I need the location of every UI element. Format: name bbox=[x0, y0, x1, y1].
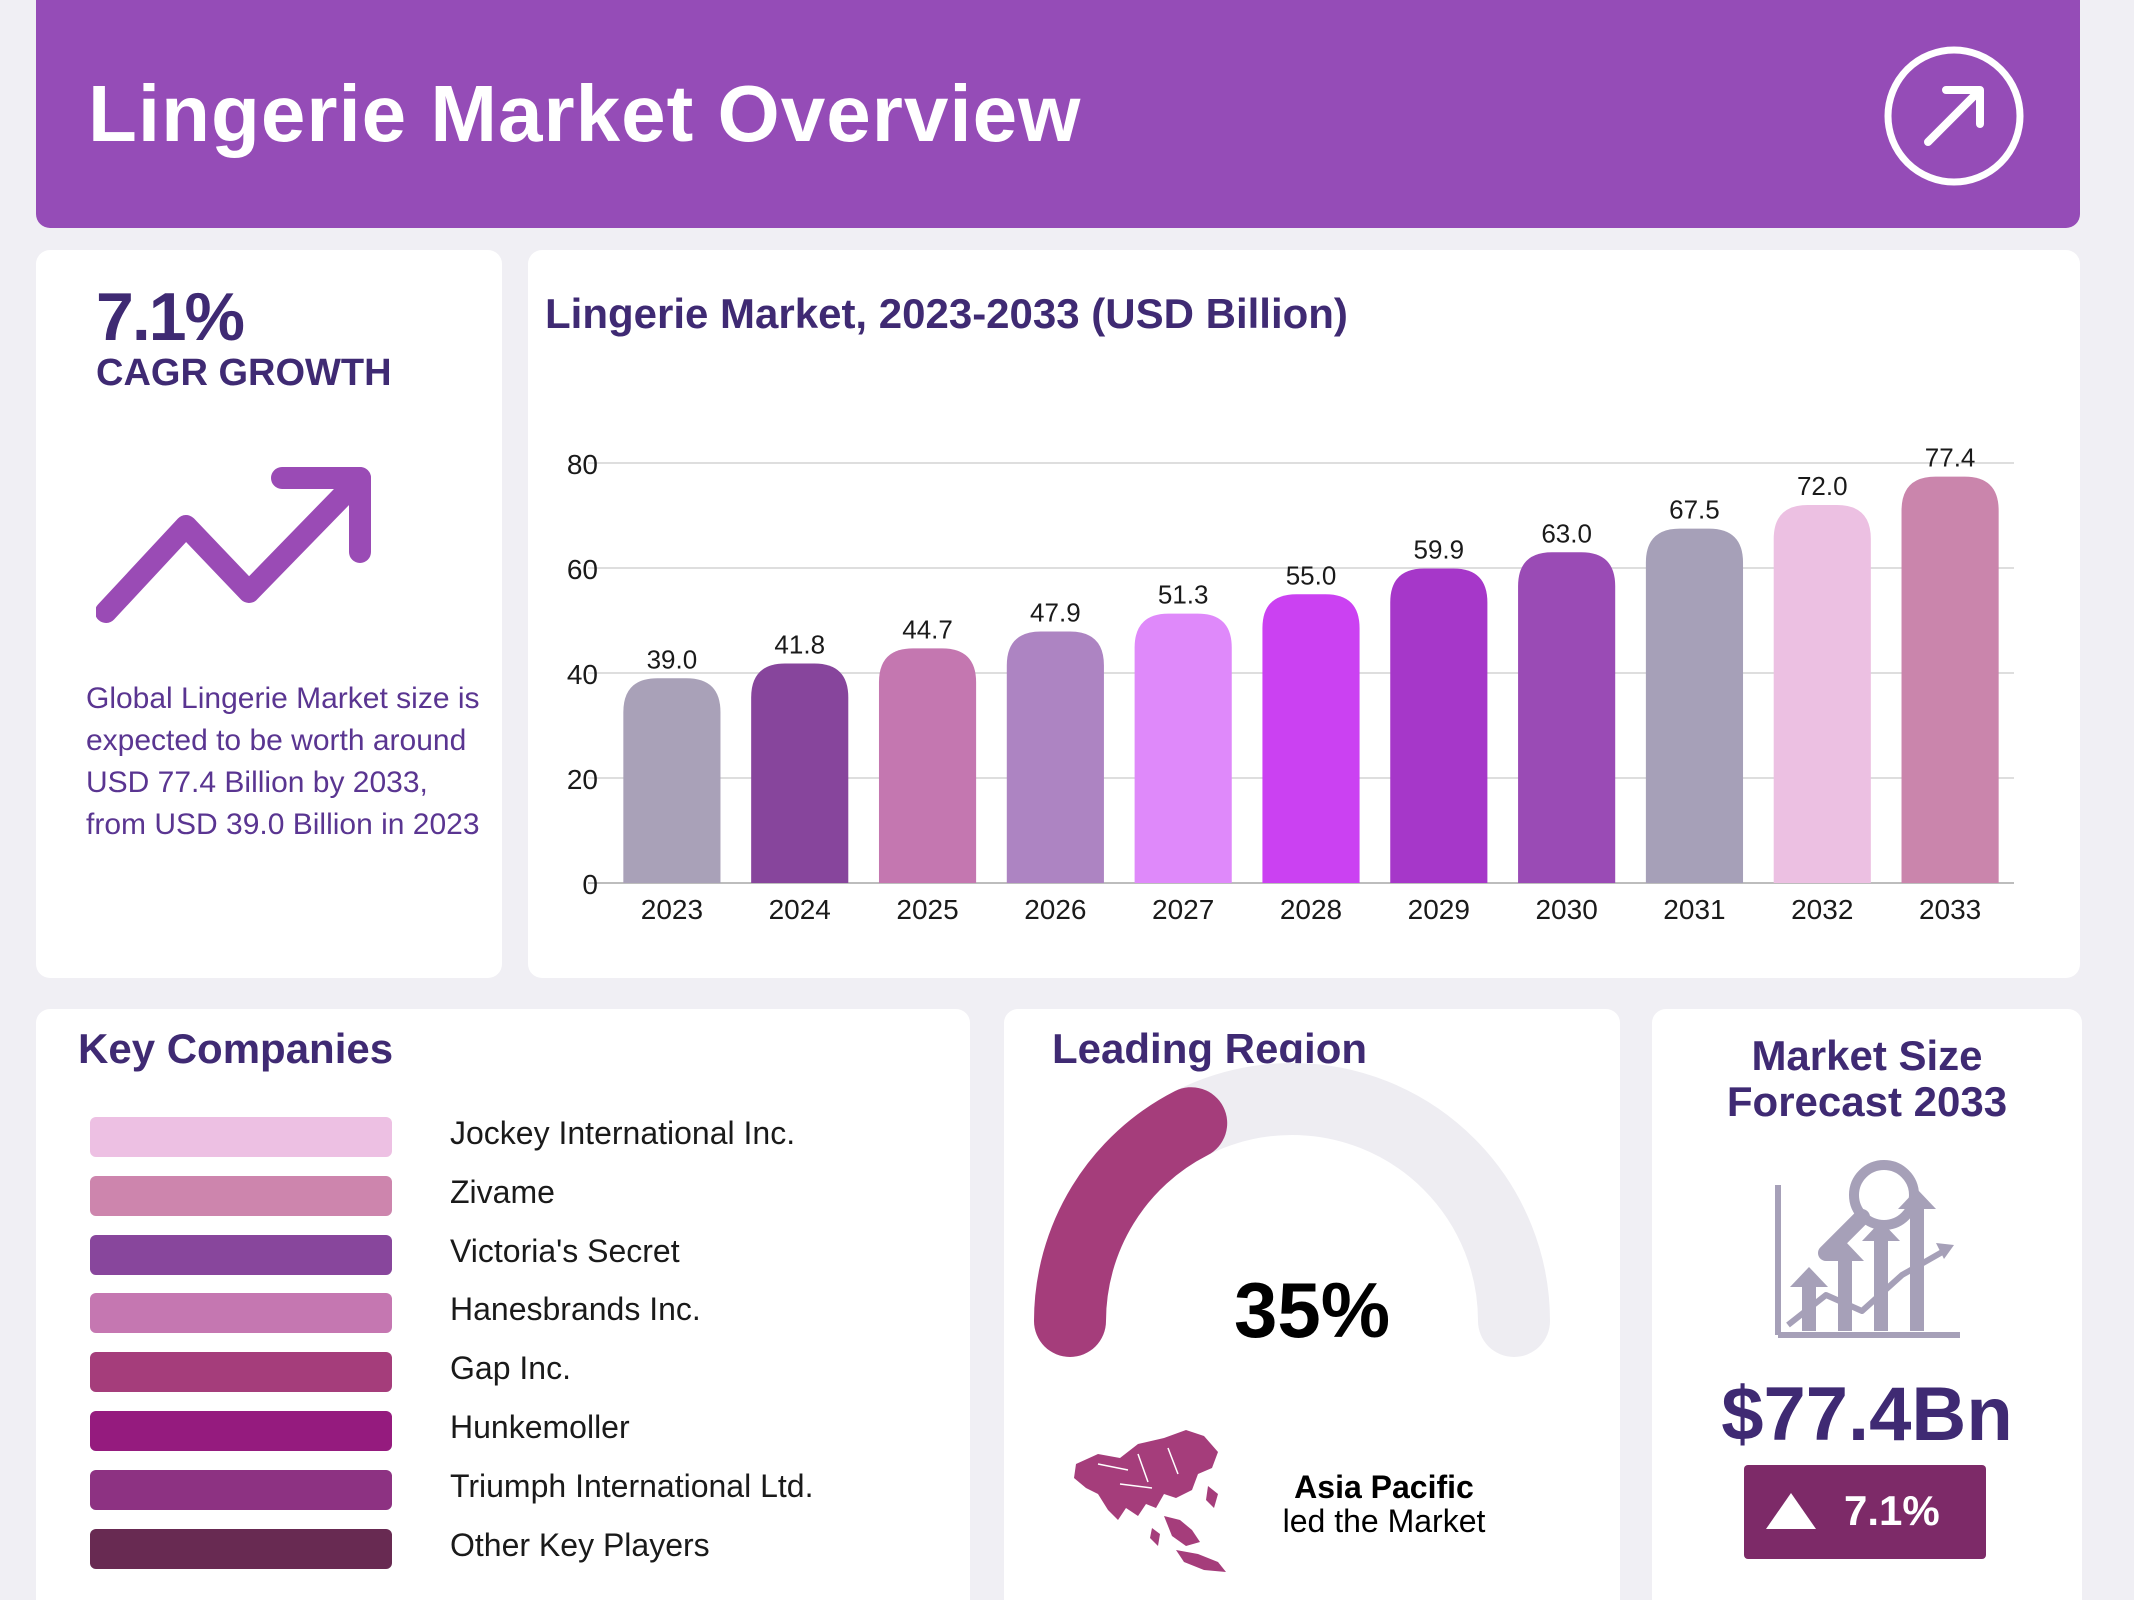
bar bbox=[1773, 505, 1871, 883]
bar-value-label: 72.0 bbox=[1797, 471, 1848, 501]
company-row: Gap Inc. bbox=[90, 1350, 890, 1393]
leading-region-card: Leading Region 35% Asia Pacific led the … bbox=[1004, 1009, 1620, 1600]
cagr-label: CAGR GROWTH bbox=[96, 352, 392, 394]
x-tick-label: 2033 bbox=[1919, 894, 1981, 925]
key-companies-title: Key Companies bbox=[78, 1025, 394, 1072]
company-name: Victoria's Secret bbox=[450, 1232, 680, 1269]
page-title: Lingerie Market Overview bbox=[88, 69, 1082, 158]
x-tick-label: 2027 bbox=[1152, 894, 1214, 925]
bar-value-label: 55.0 bbox=[1286, 560, 1337, 590]
company-name: Jockey International Inc. bbox=[450, 1115, 796, 1151]
bar bbox=[1645, 528, 1744, 883]
bar bbox=[1518, 552, 1616, 883]
bar bbox=[1901, 476, 1999, 883]
company-swatch bbox=[90, 1528, 392, 1569]
company-row: Hanesbrands Inc. bbox=[90, 1291, 890, 1334]
company-name: Hanesbrands Inc. bbox=[450, 1291, 701, 1328]
forecast-title-line1: Market Size bbox=[1751, 1032, 1983, 1079]
bar-value-label: 63.0 bbox=[1541, 518, 1592, 548]
company-row: Other Key Players bbox=[90, 1526, 890, 1569]
bar-value-label: 77.4 bbox=[1925, 443, 1976, 473]
y-tick-label: 0 bbox=[582, 869, 598, 900]
cagr-card: 7.1% CAGR GROWTH Global Lingerie Market … bbox=[36, 250, 502, 978]
company-swatch bbox=[90, 1175, 392, 1216]
x-tick-label: 2029 bbox=[1408, 894, 1470, 925]
asia-pacific-map-icon bbox=[1074, 1430, 1226, 1572]
region-gauge bbox=[1034, 1063, 1550, 1357]
trend-up-icon bbox=[96, 467, 371, 623]
y-tick-label: 80 bbox=[567, 449, 598, 480]
y-tick-label: 40 bbox=[567, 659, 598, 690]
company-row: Jockey International Inc. bbox=[90, 1115, 890, 1157]
company-swatch bbox=[90, 1293, 392, 1334]
x-tick-label: 2028 bbox=[1280, 894, 1342, 925]
x-tick-label: 2024 bbox=[769, 894, 831, 925]
chart-title: Lingerie Market, 2023-2033 (USD Billion) bbox=[545, 290, 1348, 337]
gauge-fill bbox=[1034, 1087, 1228, 1357]
bar bbox=[1134, 613, 1232, 883]
y-tick-label: 20 bbox=[567, 764, 598, 795]
cagr-value: 7.1% bbox=[96, 279, 245, 355]
bar bbox=[1390, 568, 1488, 883]
x-tick-label: 2025 bbox=[896, 894, 958, 925]
bar-value-label: 39.0 bbox=[647, 644, 698, 674]
bar bbox=[623, 678, 721, 883]
bar-value-label: 67.5 bbox=[1669, 495, 1720, 525]
bar-value-label: 44.7 bbox=[902, 614, 953, 644]
company-name: Triumph International Ltd. bbox=[450, 1467, 814, 1504]
bar-value-label: 51.3 bbox=[1158, 580, 1209, 610]
bar-value-label: 47.9 bbox=[1030, 598, 1081, 628]
bar bbox=[751, 663, 849, 883]
region-name: Asia Pacific bbox=[1294, 1469, 1474, 1505]
company-swatch bbox=[90, 1352, 392, 1393]
region-share-value: 35% bbox=[1233, 1266, 1391, 1354]
y-tick-label: 60 bbox=[567, 554, 598, 585]
company-swatch bbox=[90, 1469, 392, 1510]
x-tick-label: 2030 bbox=[1535, 894, 1597, 925]
company-swatch bbox=[90, 1411, 392, 1451]
triangle-up-icon bbox=[1766, 1493, 1816, 1529]
company-swatch bbox=[90, 1234, 392, 1275]
x-tick-label: 2023 bbox=[641, 894, 703, 925]
region-caption: led the Market bbox=[1282, 1503, 1486, 1539]
company-row: Victoria's Secret bbox=[90, 1232, 890, 1275]
bar bbox=[1262, 594, 1360, 883]
key-companies-card: Key Companies Jockey International Inc. Z… bbox=[36, 1009, 970, 1600]
market-analysis-icon bbox=[1775, 1160, 1960, 1338]
company-row: Zivame bbox=[90, 1173, 890, 1216]
company-name: Hunkemoller bbox=[450, 1409, 630, 1445]
bar bbox=[878, 648, 977, 883]
bar-value-label: 41.8 bbox=[774, 630, 825, 660]
forecast-title-line2: Forecast 2033 bbox=[1726, 1078, 2008, 1125]
growth-badge-value: 7.1% bbox=[1844, 1487, 1940, 1534]
company-swatch bbox=[90, 1117, 392, 1157]
header-banner: Lingerie Market Overview bbox=[36, 0, 2080, 228]
market-forecast-card: Market Size Forecast 2033 $77.4Bn 7.1% bbox=[1652, 1009, 2082, 1600]
bar-chart: 0 20 40 60 80 39.0 2023 41.8 2024 44.7 2025 47.9 202… bbox=[567, 443, 2014, 925]
x-tick-label: 2032 bbox=[1791, 894, 1853, 925]
company-name: Zivame bbox=[450, 1173, 555, 1210]
market-summary: Global Lingerie Market size is expected … bbox=[86, 682, 480, 841]
bar bbox=[1006, 631, 1104, 883]
bar-chart-card: Lingerie Market, 2023-2033 (USD Billion)… bbox=[528, 250, 2080, 978]
x-tick-label: 2031 bbox=[1663, 894, 1725, 925]
company-row: Hunkemoller bbox=[90, 1409, 890, 1451]
company-row: Triumph International Ltd. bbox=[90, 1467, 890, 1510]
forecast-title: Market Size Forecast 2033 bbox=[1652, 1033, 2082, 1125]
company-name: Other Key Players bbox=[450, 1526, 710, 1563]
bar-value-label: 59.9 bbox=[1414, 535, 1465, 565]
forecast-value: $77.4Bn bbox=[1721, 1372, 2013, 1457]
arrow-up-right-icon[interactable] bbox=[1882, 44, 2026, 188]
x-tick-label: 2026 bbox=[1024, 894, 1086, 925]
growth-badge: 7.1% bbox=[1744, 1465, 1986, 1559]
company-name: Gap Inc. bbox=[450, 1350, 571, 1387]
